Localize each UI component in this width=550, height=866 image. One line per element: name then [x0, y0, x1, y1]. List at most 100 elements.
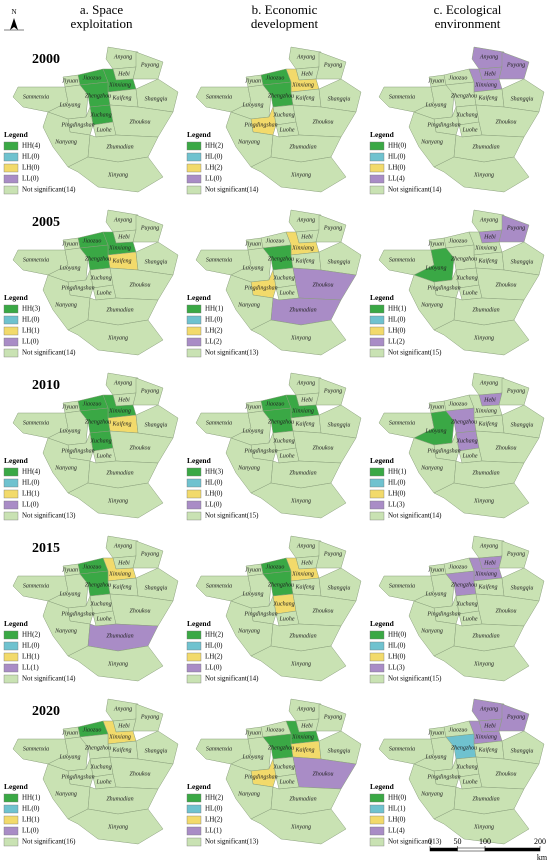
city-label: Nanyang — [54, 302, 77, 308]
map-panel: Anyang Hebi Puyang Xinxiang Jiaozuo Jiyuan San… — [378, 372, 545, 519]
city-label: Hebi — [483, 71, 496, 77]
column-title: environment — [435, 16, 501, 31]
city-label: Anyang — [296, 380, 315, 386]
city-label: Pingdingshan — [243, 611, 277, 617]
city-label: Zhengzhou — [85, 93, 111, 99]
city-region — [135, 241, 179, 276]
city-label: Xuchang — [89, 601, 111, 607]
city-region — [67, 156, 164, 193]
column-title: exploitation — [70, 16, 133, 31]
city-label: Sanmenxia — [206, 583, 232, 589]
city-label: Nanyang — [237, 302, 260, 308]
legend-swatch — [186, 478, 202, 488]
city-label: Zhumadian — [289, 307, 316, 313]
legend-label: LH(2) — [205, 816, 223, 824]
city-region — [315, 51, 347, 80]
city-label: Zhengzhou — [451, 93, 477, 99]
legend-swatch — [369, 489, 385, 499]
city-label: Kaifeng — [112, 420, 132, 427]
city-label: Xinxiang — [474, 408, 497, 414]
city-label: Xinxiang — [108, 82, 131, 88]
legend-label: LL(2) — [388, 338, 405, 346]
map-panel: Anyang Hebi Puyang Xinxiang Jiaozuo Jiyuan San… — [195, 535, 362, 682]
city-label: Luoyang — [425, 754, 447, 760]
arrow-head — [10, 18, 18, 30]
city-label: Xuchang — [89, 112, 111, 118]
legend-swatch — [3, 174, 19, 184]
legend-label: Not significant(14) — [388, 512, 442, 520]
legend-title: Legend — [370, 782, 395, 791]
legend-swatch — [186, 489, 202, 499]
city-label: Luoyang — [242, 265, 264, 271]
legend-swatch — [186, 326, 202, 336]
city-label: Jiyuan — [245, 404, 261, 410]
city-label: Xinyang — [473, 498, 494, 504]
city-label: Xinxiang — [291, 82, 314, 88]
city-label: Xuchang — [455, 275, 477, 281]
city-label: Pingdingshan — [426, 448, 460, 454]
city-label: Zhengzhou — [451, 256, 477, 262]
legend-swatch — [3, 337, 19, 347]
legend: Legend HH(1) HL(0) LH(1) LL(0) Not significan… — [3, 782, 76, 847]
legend-label: HL(1) — [388, 805, 406, 813]
legend-label: LH(1) — [22, 327, 40, 335]
city-label: Nanyang — [237, 139, 260, 145]
city-label: Luoyang — [425, 265, 447, 271]
year-label: 2010 — [32, 378, 60, 393]
legend-swatch — [186, 304, 202, 314]
legend-swatch — [369, 663, 385, 673]
city-label: Luohe — [279, 127, 295, 133]
legend-swatch — [369, 500, 385, 510]
city-region — [501, 730, 545, 765]
city-region — [318, 567, 362, 602]
city-label: Xuchang — [272, 438, 294, 444]
city-label: Luoyang — [242, 754, 264, 760]
legend-swatch — [3, 663, 19, 673]
city-region — [498, 703, 530, 732]
city-label: Anyang — [479, 543, 498, 549]
city-label: Jiyuan — [245, 241, 261, 247]
legend-swatch — [369, 837, 385, 847]
city-label: Sanmenxia — [23, 420, 49, 426]
city-region — [433, 645, 530, 682]
legend-swatch — [186, 467, 202, 477]
city-label: Nanyang — [237, 465, 260, 471]
city-region — [501, 567, 545, 602]
city-region — [315, 214, 347, 243]
city-label: Sanmenxia — [206, 420, 232, 426]
legend-label: HH(1) — [388, 305, 407, 313]
legend-swatch — [186, 174, 202, 184]
city-label: Zhoukou — [313, 282, 334, 288]
city-label: Zhumadian — [289, 470, 316, 476]
legend-label: HL(0) — [22, 642, 40, 650]
legend-swatch — [186, 141, 202, 151]
legend-swatch — [369, 793, 385, 803]
city-label: Hebi — [300, 560, 313, 566]
city-label: Nanyang — [420, 139, 443, 145]
legend-label: HH(3) — [205, 468, 224, 476]
city-label: Hebi — [483, 234, 496, 240]
legend-swatch — [186, 663, 202, 673]
legend-title: Legend — [187, 782, 212, 791]
city-label: Puyang — [323, 714, 342, 720]
legend-label: Not significant(13) — [22, 512, 76, 520]
city-label: Xinxiang — [291, 245, 314, 251]
map-panel: Anyang Hebi Puyang Xinxiang Jiaozuo Jiyuan San… — [195, 46, 362, 193]
city-label: Luohe — [462, 616, 478, 622]
city-label: Kaifeng — [295, 420, 315, 427]
legend-label: LH(2) — [205, 653, 223, 661]
legend-swatch — [369, 652, 385, 662]
legend-label: LL(4) — [388, 175, 405, 183]
city-label: Zhumadian — [106, 144, 133, 150]
legend-swatch — [3, 652, 19, 662]
city-label: Xinyang — [290, 661, 311, 667]
legend-title: Legend — [187, 293, 212, 302]
legend-label: LL(1) — [22, 664, 39, 672]
city-label: Zhoukou — [130, 771, 151, 777]
city-label: Jiaozuo — [449, 75, 468, 81]
legend-swatch — [369, 478, 385, 488]
city-label: Jiaozuo — [83, 75, 102, 81]
column-title: development — [251, 16, 319, 31]
city-label: Puyang — [140, 714, 159, 720]
city-region — [135, 567, 179, 602]
